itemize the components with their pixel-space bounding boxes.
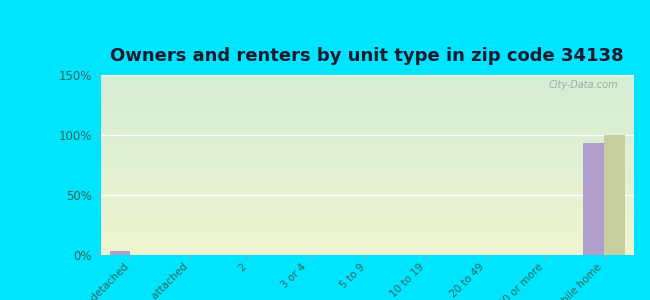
Bar (584, 143, 604, 255)
Bar (110, 251, 131, 255)
Bar (604, 135, 625, 255)
Title: Owners and renters by unit type in zip code 34138: Owners and renters by unit type in zip c… (111, 47, 624, 65)
Text: City-Data.com: City-Data.com (548, 80, 617, 90)
